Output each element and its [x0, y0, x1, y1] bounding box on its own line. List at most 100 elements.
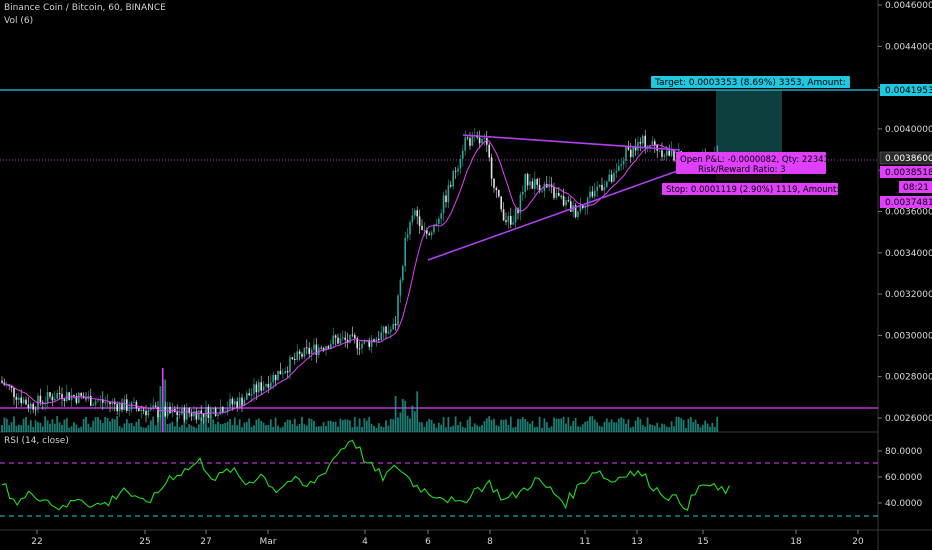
candle-body [418, 216, 421, 226]
candle-body [423, 230, 426, 231]
volume-bar [214, 424, 217, 432]
stop-price-tag [880, 196, 932, 208]
candle-body [8, 385, 10, 387]
candle-body [570, 201, 572, 212]
candle-body [267, 384, 270, 388]
volume-bar [303, 424, 306, 432]
volume-bar [473, 423, 476, 432]
candle-body [466, 137, 469, 139]
volume-bar [39, 422, 42, 432]
price-axis[interactable]: 0.00460000.00440000.00420000.00400000.00… [878, 1, 932, 424]
candle-body [512, 222, 514, 225]
candle-body [253, 384, 255, 394]
candle-body [104, 402, 106, 404]
time-tick-label: 4 [362, 537, 368, 547]
volume-bar [202, 416, 205, 432]
time-tick-label: 18 [790, 537, 802, 547]
volume-bar [692, 422, 695, 432]
volume-bar [656, 422, 659, 432]
volume-bar [490, 420, 493, 432]
volume-bar [483, 421, 486, 432]
volume-bar [634, 420, 637, 432]
volume-bar [680, 418, 683, 432]
candle-body [32, 403, 34, 410]
volume-bar [339, 418, 342, 432]
candle-body [618, 165, 620, 172]
candle-body [505, 220, 507, 222]
volume-bar [404, 400, 407, 432]
candle-body [6, 385, 8, 386]
volume-bar [567, 417, 570, 432]
volume-bar [488, 416, 491, 432]
volume-bar [325, 425, 327, 432]
candle-body [298, 351, 301, 354]
candle-body [517, 208, 519, 214]
price-tick-label: 0.0046000 [885, 1, 932, 11]
candle-body [294, 358, 296, 361]
volume-bar [346, 419, 349, 432]
volume-bar [596, 422, 599, 432]
volume-bar [665, 426, 668, 432]
volume-bar [706, 423, 709, 432]
candle-body [109, 402, 111, 405]
volume-bar [644, 426, 647, 432]
volume-bar [689, 417, 692, 432]
rsi-axis[interactable]: 80.0000 60.0000 40.0000 [878, 447, 922, 509]
candle-body [243, 399, 246, 406]
volume-bar [373, 425, 375, 432]
volume-bar [301, 416, 303, 432]
time-axis[interactable]: 22 25 27 Mar 4 6 8 11 13 15 18 20 [31, 530, 864, 547]
price-tick-label: 0.0034000 [885, 249, 932, 259]
candle-body [562, 196, 565, 206]
volume-bar [25, 416, 27, 432]
volume-bar [253, 425, 255, 432]
volume-indicator-label[interactable]: Vol (6) [4, 16, 34, 26]
volume-bar [3, 417, 6, 432]
candle-body [308, 348, 310, 354]
candle-body [138, 408, 140, 412]
volume-bar [89, 427, 92, 432]
volume-bar [574, 417, 577, 432]
volume-bar [183, 416, 186, 432]
volume-bar [653, 425, 656, 432]
candle-body [358, 348, 361, 350]
volume-bar [392, 419, 395, 432]
volume-bar [591, 416, 594, 432]
volume-bar [526, 421, 529, 432]
volume-bar [274, 417, 277, 432]
volume-bar [87, 423, 90, 432]
candle-body [334, 335, 337, 338]
price-tick-label: 0.0026000 [885, 414, 932, 424]
candle-body [447, 185, 450, 203]
volume-bar [461, 426, 464, 432]
candle-body [606, 181, 608, 188]
rsi-indicator-label[interactable]: RSI (14, close) [4, 436, 69, 446]
volume-bar [521, 416, 524, 432]
price-tick-label: 0.0040000 [885, 125, 932, 135]
volume-bar [106, 418, 109, 432]
volume-bar [171, 421, 174, 432]
volume-bar [188, 424, 191, 432]
candle-body [339, 338, 342, 344]
volume-bar [375, 427, 378, 432]
candle-body [102, 399, 104, 403]
volume-bar [387, 425, 390, 432]
volume-bar [716, 416, 719, 432]
volume-bar [361, 426, 363, 432]
candle-body [622, 160, 625, 165]
volume-bar [68, 427, 71, 432]
volume-bar [224, 423, 227, 432]
volume-bar [255, 419, 258, 432]
symbol-title[interactable]: Binance Coin / Bitcoin, 60, BINANCE [4, 3, 166, 13]
candle-body [325, 346, 327, 350]
volume-bar [565, 423, 567, 432]
stop-label: Stop: 0.0001119 (2.90%) 1119, Amount: 75… [666, 185, 858, 195]
volume-bar [341, 420, 344, 432]
candle-body [337, 337, 339, 344]
candle-body [450, 185, 452, 187]
volume-bar [466, 419, 469, 432]
volume-bar [459, 421, 462, 432]
volume-bar [524, 419, 527, 432]
volume-bar [32, 426, 35, 432]
